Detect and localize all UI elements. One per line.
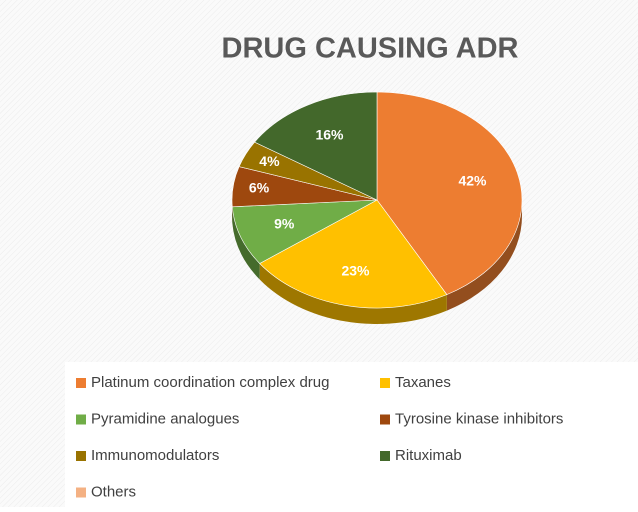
legend-swatch (76, 451, 86, 461)
legend-swatch (380, 415, 390, 425)
data-label: 6% (249, 180, 270, 196)
legend-label: Taxanes (395, 374, 451, 391)
data-label: 23% (341, 262, 370, 278)
data-label: 42% (458, 172, 487, 188)
data-label: 4% (259, 153, 280, 169)
legend-label: Immunomodulators (91, 447, 219, 464)
legend-swatch (76, 488, 86, 498)
chart-title: DRUG CAUSING ADR (222, 33, 519, 65)
legend-label: Tyrosine kinase inhibitors (395, 410, 563, 427)
legend-swatch (380, 451, 390, 461)
legend-label: Others (91, 483, 136, 500)
legend-swatch (76, 378, 86, 388)
legend-swatch (76, 415, 86, 425)
legend-label: Rituximab (395, 447, 462, 464)
legend-label: Pyramidine analogues (91, 410, 239, 427)
legend-swatch (380, 378, 390, 388)
legend-label: Platinum coordination complex drug (91, 374, 329, 391)
data-label: 9% (274, 216, 295, 232)
data-label: 16% (315, 126, 344, 142)
